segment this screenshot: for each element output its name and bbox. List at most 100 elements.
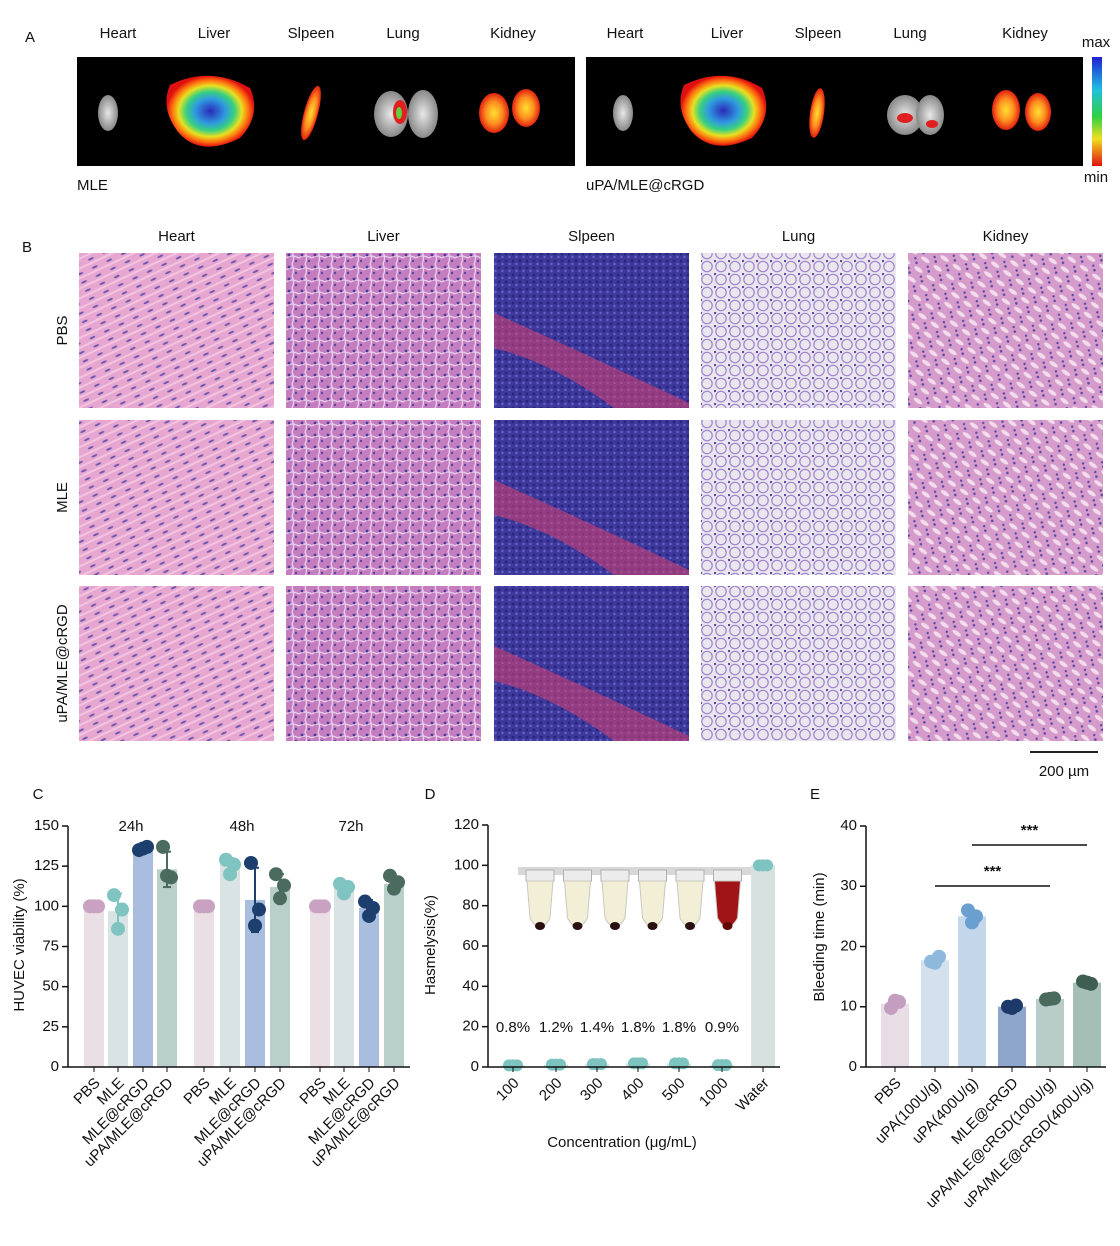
row-label: uPA/MLE@cRGD — [54, 604, 71, 722]
y-tick-label: 60 — [462, 937, 479, 954]
histology-image — [701, 253, 896, 408]
heart-organ — [613, 95, 633, 131]
pellet — [722, 922, 733, 930]
data-point — [313, 899, 327, 914]
panel-letter: B — [22, 239, 32, 256]
tube-cap — [525, 869, 555, 882]
value-label: 0.8% — [496, 1019, 530, 1036]
row-label: PBS — [54, 315, 71, 345]
bar — [359, 907, 379, 1067]
tube-cap — [675, 869, 705, 882]
data-point — [507, 1059, 519, 1072]
data-point — [244, 855, 258, 870]
significance-label: *** — [1021, 822, 1039, 839]
kidney-organ — [1025, 93, 1051, 131]
column-header: Lung — [782, 228, 815, 245]
lung-organ — [408, 90, 438, 138]
bar — [245, 899, 265, 1067]
kidney-organ — [512, 89, 540, 127]
data-point — [1043, 991, 1057, 1006]
bar — [921, 960, 949, 1067]
data-point — [156, 839, 170, 854]
heart-organ — [98, 95, 118, 131]
kidney-organ — [479, 93, 509, 133]
group-label: MLE — [77, 177, 108, 194]
scale-min: min — [1084, 169, 1108, 186]
y-tick-label: 30 — [840, 877, 857, 894]
significance-label: *** — [984, 863, 1002, 880]
bar — [384, 883, 404, 1067]
column-header: Kidney — [983, 228, 1029, 245]
data-point — [197, 899, 211, 914]
spleen-organ — [301, 85, 321, 141]
lung-signal — [926, 120, 938, 128]
bar — [958, 916, 986, 1067]
organ-label: Kidney — [490, 25, 536, 42]
histology-image — [286, 586, 481, 741]
organ-label: Slpeen — [795, 25, 842, 42]
y-tick-label: 150 — [34, 817, 59, 834]
data-point — [362, 908, 376, 923]
tube — [676, 880, 704, 928]
column-header: Liver — [367, 228, 400, 245]
y-tick-label: 100 — [454, 856, 479, 873]
data-point — [136, 841, 150, 856]
histology-image — [908, 586, 1103, 741]
y-tick-label: 50 — [42, 978, 59, 995]
data-point — [273, 891, 287, 906]
group-label: uPA/MLE@cRGD — [586, 177, 704, 194]
tube — [563, 880, 592, 928]
organ-label: Liver — [711, 25, 744, 42]
data-point — [87, 899, 101, 914]
kidney-organ — [992, 90, 1020, 130]
value-label: 1.4% — [580, 1019, 614, 1036]
y-tick-label: 25 — [42, 1018, 59, 1035]
column-header: Heart — [158, 228, 196, 245]
data-point — [387, 881, 401, 896]
tube-cap — [600, 869, 630, 882]
group-label: 48h — [229, 818, 254, 835]
panel-letter: D — [425, 786, 436, 803]
tube-cap — [638, 869, 667, 882]
lung-organ — [916, 95, 944, 135]
tube — [601, 880, 629, 928]
scale-max: max — [1082, 34, 1111, 51]
organ-label: Heart — [607, 25, 645, 42]
data-point — [269, 867, 283, 882]
bar — [1036, 998, 1064, 1067]
bar — [1073, 982, 1101, 1067]
histology-image — [79, 420, 274, 575]
y-tick-label: 125 — [34, 857, 59, 874]
data-point — [115, 902, 129, 917]
data-point — [252, 902, 266, 917]
pellet — [685, 922, 695, 930]
data-point — [757, 859, 769, 872]
tube — [638, 880, 667, 928]
column-header: Slpeen — [568, 228, 615, 245]
value-label: 0.9% — [705, 1019, 739, 1036]
bar — [194, 906, 214, 1067]
liver-organ — [166, 75, 255, 147]
pellet — [535, 922, 545, 930]
y-tick-label: 0 — [51, 1058, 59, 1075]
bar — [751, 865, 775, 1067]
pellet — [647, 922, 658, 930]
group-label: 72h — [338, 818, 363, 835]
y-tick-label: 80 — [462, 897, 479, 914]
bar — [220, 864, 240, 1067]
pellet — [610, 922, 620, 930]
y-tick-label: 75 — [42, 937, 59, 954]
organ-label: Slpeen — [288, 25, 335, 42]
bar — [881, 1003, 909, 1067]
bar — [157, 869, 177, 1067]
y-tick-label: 40 — [462, 977, 479, 994]
y-axis-label: HUVEC viability (%) — [11, 878, 28, 1011]
tube-cap — [713, 869, 742, 882]
panel-letter: A — [25, 29, 35, 46]
tube-cap — [563, 869, 592, 882]
group-label: 24h — [118, 818, 143, 835]
panel-letter: E — [810, 786, 820, 803]
bar — [310, 906, 330, 1067]
data-point — [223, 867, 237, 882]
